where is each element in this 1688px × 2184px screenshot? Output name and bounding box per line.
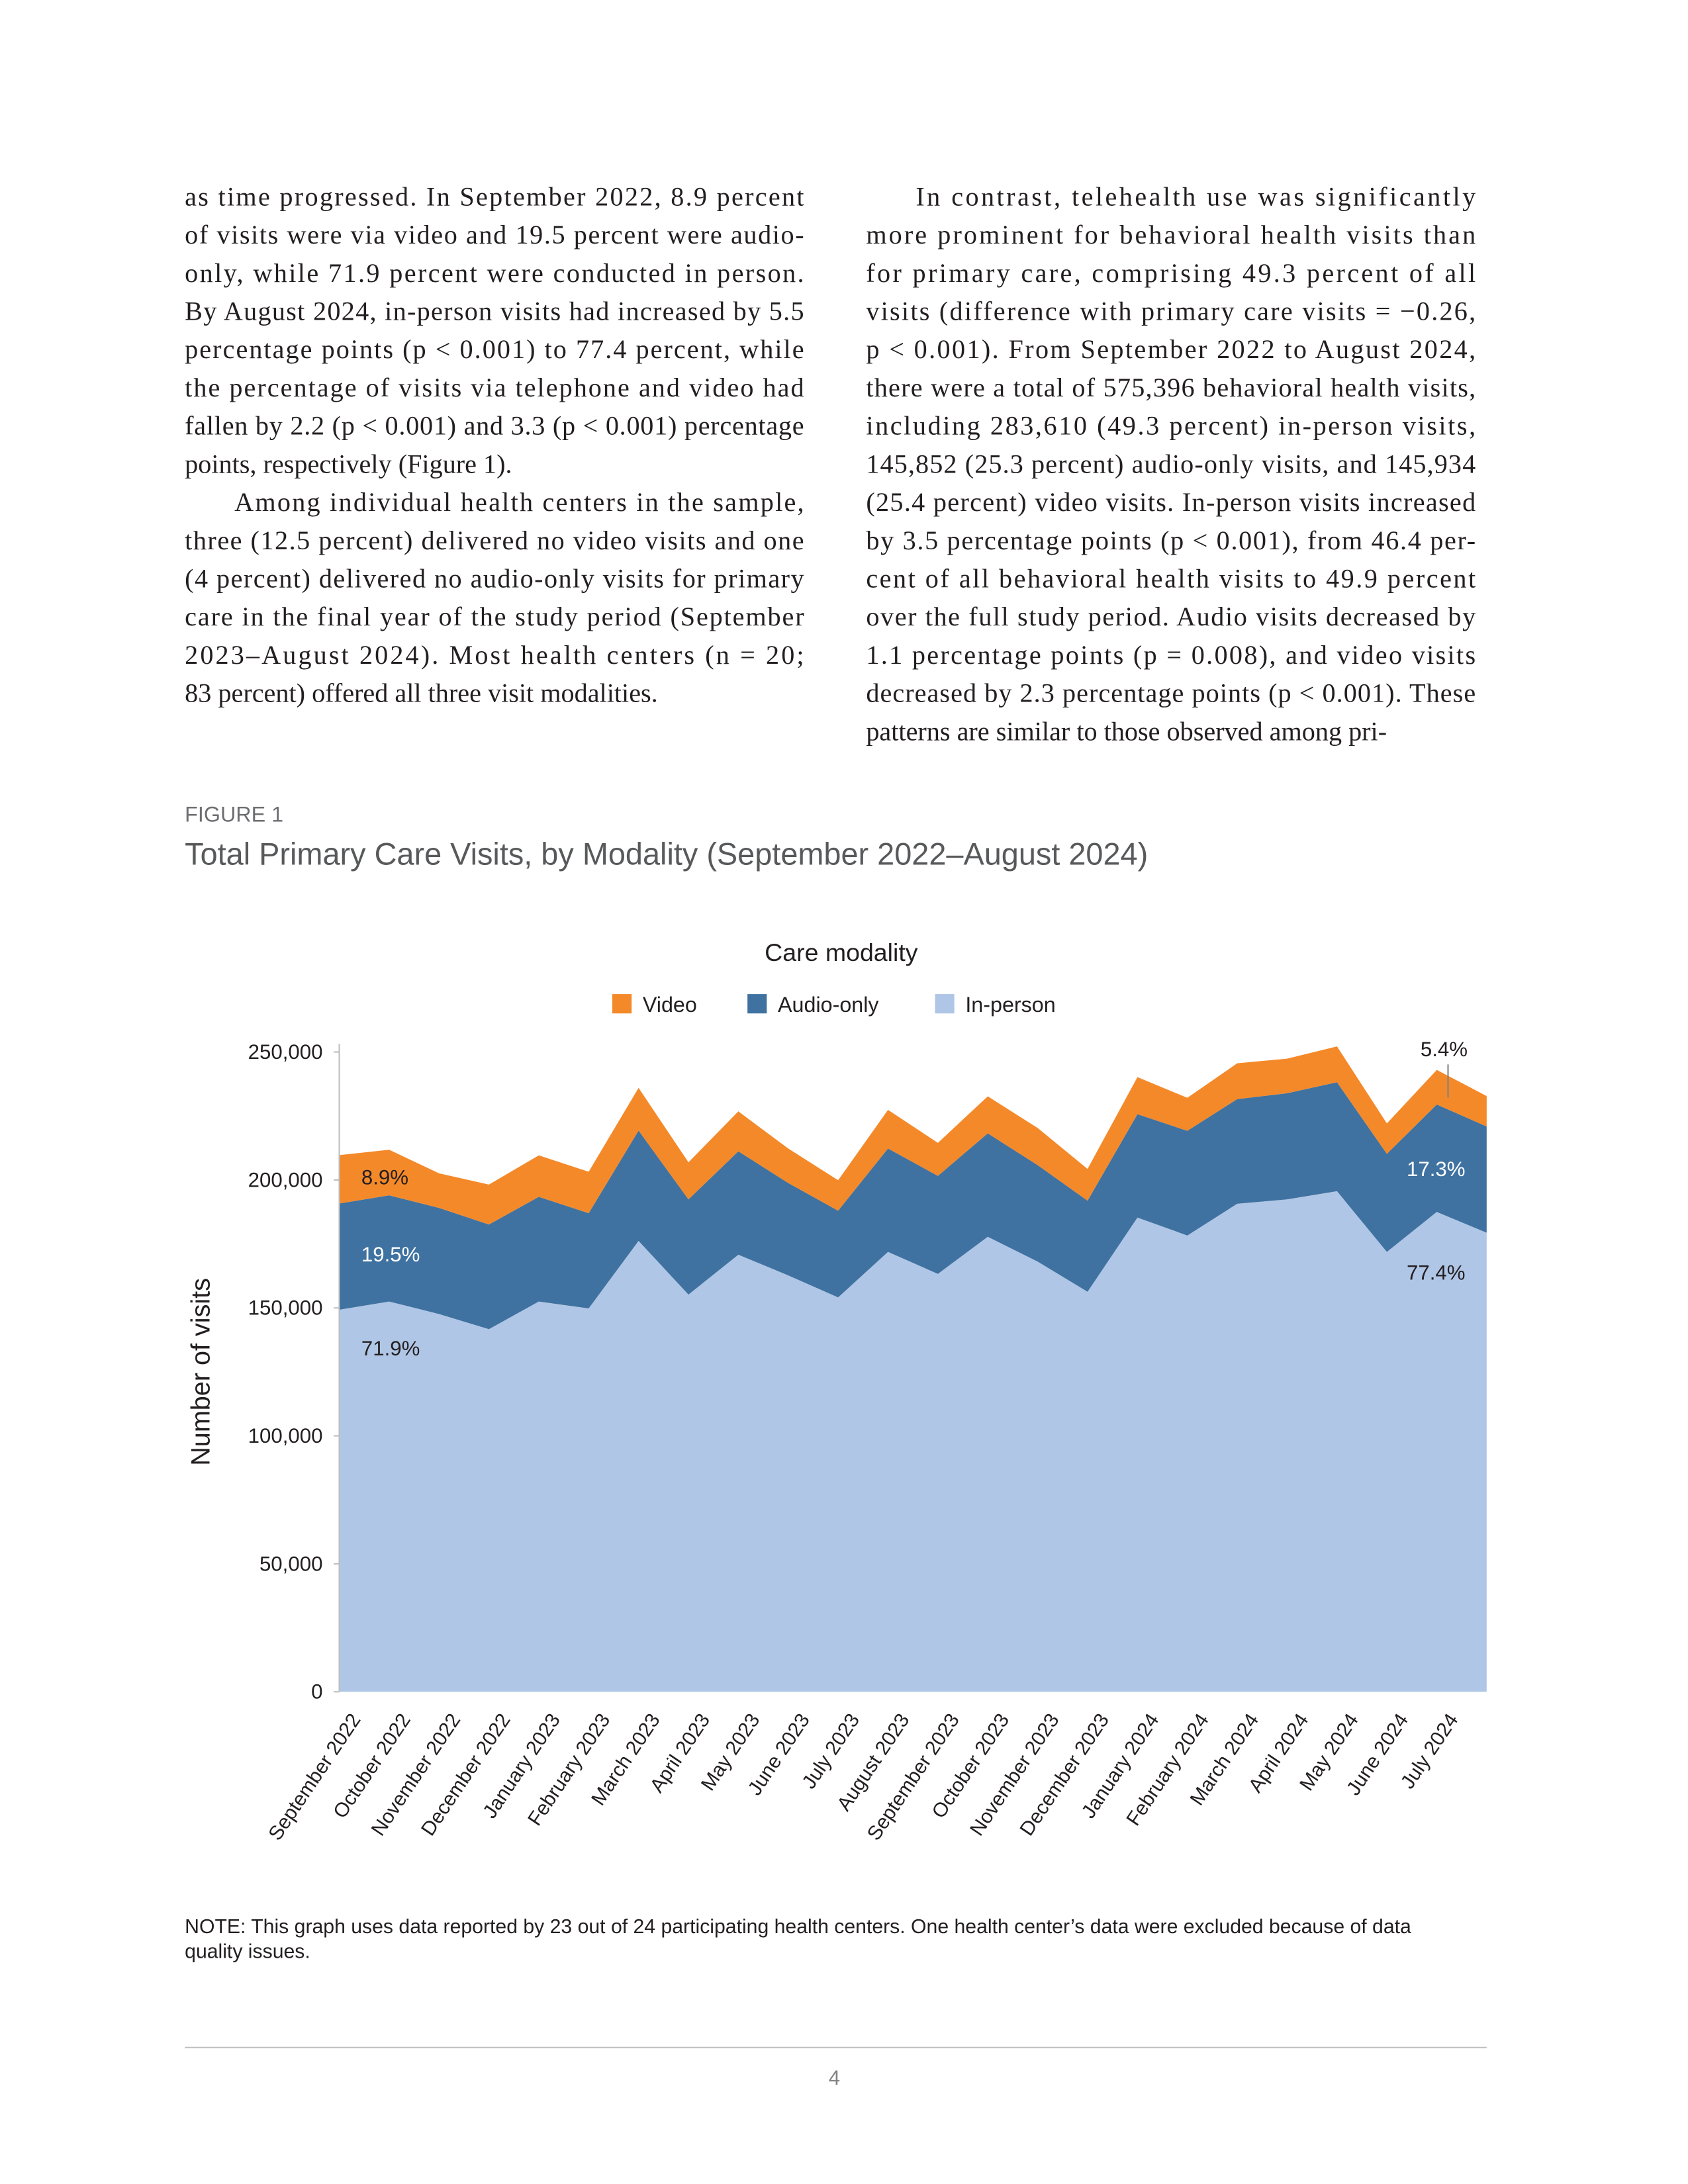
annotation: 19.5% <box>361 1243 420 1266</box>
body-line: decreased by 2.3 percentage points (p < … <box>866 678 1476 708</box>
y-axis-label: Number of visits <box>187 1278 216 1466</box>
body-line: 145,852 (25.3 percent) audio-only visits… <box>866 449 1476 478</box>
x-tick-label: September 2023 <box>863 1709 964 1844</box>
body-line: By August 2024, in-person visits had inc… <box>185 296 804 326</box>
area <box>339 1082 1487 1330</box>
body-line: (4 percent) delivered no audio-only visi… <box>185 564 804 594</box>
y-tick-label: 150,000 <box>248 1297 323 1320</box>
body-line: 1.1 percentage points (p = 0.008), and v… <box>866 640 1476 670</box>
y-tick-label: 50,000 <box>259 1552 323 1575</box>
annotation: 5.4% <box>1421 1038 1468 1061</box>
body-line: only, while 71.9 percent were conducted … <box>185 258 804 288</box>
annotation: 17.3% <box>1407 1158 1466 1181</box>
body-line: including 283,610 (49.3 percent) in-pers… <box>866 411 1476 441</box>
note-line: NOTE: This graph uses data reported by 2… <box>185 1916 1411 1938</box>
body-line: points, respectively (Figure 1). <box>185 449 512 478</box>
body-line: cent of all behavioral health visits to … <box>866 564 1476 594</box>
figure-title: Total Primary Care Visits, by Modality (… <box>185 837 1148 871</box>
area <box>339 1191 1487 1692</box>
page-number: 4 <box>829 2066 840 2089</box>
x-tick-label: November 2022 <box>367 1709 465 1840</box>
y-tick-label: 200,000 <box>248 1168 323 1191</box>
annotation: 77.4% <box>1407 1261 1466 1284</box>
x-tick-label: November 2023 <box>966 1709 1063 1840</box>
body-line: of visits were via video and 19.5 percen… <box>185 220 804 250</box>
body-line: there were a total of 575,396 behavioral… <box>866 373 1476 402</box>
body-line: 2023–August 2024). Most health centers (… <box>185 640 804 670</box>
body-line: the percentage of visits via telephone a… <box>185 373 804 402</box>
legend-label: Audio-only <box>778 993 879 1017</box>
legend-swatch <box>935 994 955 1014</box>
figure-label: FIGURE 1 <box>185 803 283 827</box>
x-tick-label: December 2023 <box>1016 1709 1113 1840</box>
y-tick-label: 0 <box>311 1680 322 1704</box>
body-line: (25.4 percent) video visits. In-person v… <box>866 487 1476 517</box>
legend-label: In-person <box>965 993 1055 1017</box>
body-line: more prominent for behavioral health vis… <box>866 220 1476 250</box>
body-line: visits (difference with primary care vis… <box>866 296 1476 326</box>
legend-label: Video <box>643 993 697 1017</box>
body-line: as time progressed. In September 2022, 8… <box>185 181 804 211</box>
legend-swatch <box>747 994 767 1014</box>
y-tick-label: 100,000 <box>248 1424 323 1447</box>
body-line: three (12.5 percent) delivered no video … <box>185 525 804 555</box>
body-line: fallen by 2.2 (p < 0.001) and 3.3 (p < 0… <box>185 411 804 441</box>
body-line: over the full study period. Audio visits… <box>866 602 1476 631</box>
annotation: 8.9% <box>361 1166 408 1189</box>
body-line: by 3.5 percentage points (p < 0.001), fr… <box>866 525 1476 555</box>
annotation: 71.9% <box>361 1337 420 1360</box>
body-line: care in the final year of the study peri… <box>185 602 804 631</box>
legend-swatch <box>612 994 632 1014</box>
note-line: quality issues. <box>185 1940 310 1962</box>
x-tick-label: September 2022 <box>264 1709 365 1844</box>
body-line: Among individual health centers in the s… <box>234 487 804 517</box>
area <box>339 1046 1487 1225</box>
body-line: p < 0.001). From September 2022 to Augus… <box>866 334 1476 364</box>
body-line: patterns are similar to those observed a… <box>866 716 1387 746</box>
x-tick-label: December 2022 <box>417 1709 514 1840</box>
body-line: for primary care, comprising 49.3 percen… <box>866 258 1476 288</box>
body-line: 83 percent) offered all three visit moda… <box>185 678 658 708</box>
body-line: percentage points (p < 0.001) to 77.4 pe… <box>185 334 804 364</box>
y-tick-label: 250,000 <box>248 1040 323 1064</box>
body-line: In contrast, telehealth use was signific… <box>915 181 1476 211</box>
legend-title: Care modality <box>765 938 918 966</box>
